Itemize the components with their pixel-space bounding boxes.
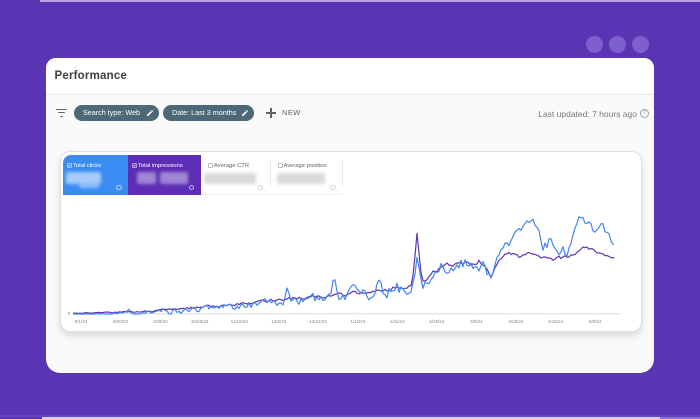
- svg-text:5/5/24: 5/5/24: [589, 319, 602, 324]
- svg-text:9/1/23: 9/1/23: [75, 319, 88, 324]
- svg-text:12/5/23: 12/5/23: [271, 319, 287, 324]
- svg-text:1/31/24: 1/31/24: [390, 319, 406, 324]
- svg-text:11/16/23: 11/16/23: [231, 319, 249, 324]
- svg-text:10/28/23: 10/28/23: [191, 319, 209, 324]
- svg-text:1/12/24: 1/12/24: [350, 319, 366, 324]
- svg-text:4/16/24: 4/16/24: [548, 319, 564, 324]
- svg-text:9/20/23: 9/20/23: [113, 319, 129, 324]
- svg-text:3/28/24: 3/28/24: [508, 319, 524, 324]
- svg-text:10/9/23: 10/9/23: [153, 319, 169, 324]
- svg-text:2/19/24: 2/19/24: [429, 319, 445, 324]
- svg-text:12/24/23: 12/24/23: [309, 319, 327, 324]
- svg-text:0: 0: [68, 311, 71, 316]
- svg-text:3/9/24: 3/9/24: [470, 319, 483, 324]
